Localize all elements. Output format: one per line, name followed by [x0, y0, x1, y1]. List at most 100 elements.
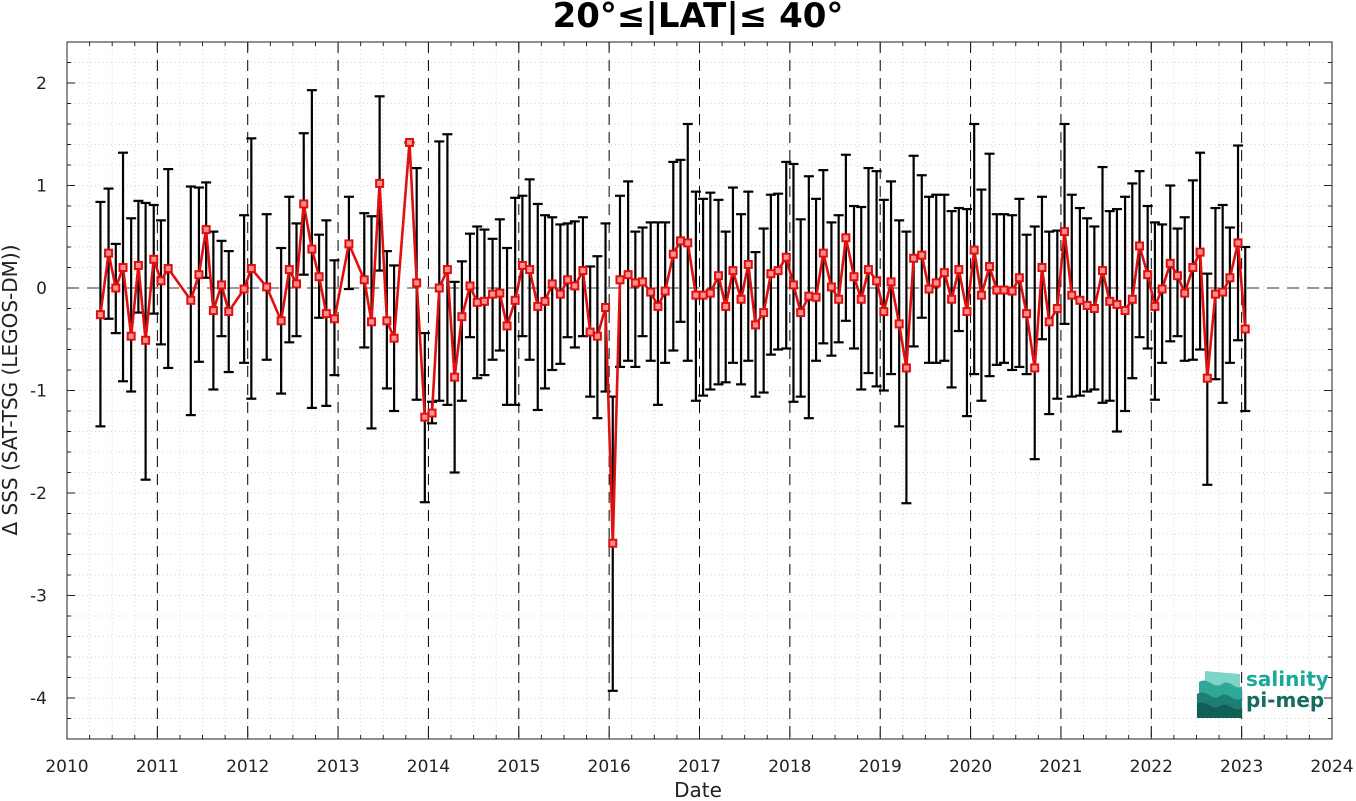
data-point-marker	[939, 268, 949, 278]
data-point-marker	[872, 276, 882, 286]
data-point-marker	[126, 331, 136, 341]
data-point-marker	[713, 271, 723, 281]
data-point-marker	[999, 285, 1009, 295]
data-point-marker	[962, 307, 972, 317]
data-point-marker	[450, 372, 460, 382]
x-tick-label: 2016	[588, 757, 631, 777]
x-tick-label: 2020	[949, 757, 992, 777]
data-point-marker	[276, 316, 286, 326]
data-point-marker	[804, 291, 814, 301]
data-point-marker	[585, 327, 595, 337]
data-point-marker	[1202, 373, 1212, 383]
data-point-marker	[601, 302, 611, 312]
data-point-marker	[1007, 286, 1017, 296]
x-tick-label: 2012	[226, 757, 269, 777]
data-point-marker	[615, 275, 625, 285]
data-point-marker	[653, 301, 663, 311]
data-point-marker	[382, 316, 392, 326]
data-point-marker	[668, 249, 678, 259]
x-tick-label: 2022	[1130, 757, 1173, 777]
logo-line2: pi-mep	[1246, 688, 1324, 712]
data-point-marker	[743, 259, 753, 269]
data-point-marker	[404, 137, 414, 147]
x-tick-label: 2011	[136, 757, 179, 777]
data-point-marker	[698, 290, 708, 300]
y-tick-label: -2	[30, 484, 47, 504]
data-point-marker	[1120, 306, 1130, 316]
data-point-marker	[1022, 309, 1032, 319]
data-point-marker	[578, 266, 588, 276]
data-point-marker	[1143, 270, 1153, 280]
data-point-marker	[969, 245, 979, 255]
x-tick-label: 2024	[1310, 757, 1353, 777]
data-point-marker	[849, 272, 859, 282]
data-point-marker	[1210, 289, 1220, 299]
data-point-marker	[705, 288, 715, 298]
data-point-marker	[517, 260, 527, 270]
data-point-marker	[1195, 247, 1205, 257]
data-point-marker	[563, 275, 573, 285]
y-tick-label: 0	[36, 279, 47, 299]
data-point-marker	[1172, 271, 1182, 281]
data-point-marker	[863, 265, 873, 275]
data-point-marker	[646, 287, 656, 297]
data-point-marker	[788, 280, 798, 290]
data-point-marker	[886, 277, 896, 287]
data-point-marker	[947, 294, 957, 304]
data-point-marker	[630, 278, 640, 288]
y-axis-label: Δ SSS (SAT-TSG (LEGOS-DM))	[0, 244, 22, 535]
data-point-marker	[359, 275, 369, 285]
data-point-marker	[834, 294, 844, 304]
data-point-marker	[488, 289, 498, 299]
data-point-marker	[133, 260, 143, 270]
data-point-marker	[292, 279, 302, 289]
y-tick-labels: 2 1 0 -1 -2 -3 -4	[30, 74, 47, 709]
y-tick-label: 1	[36, 177, 47, 197]
y-tick-label: 2	[36, 74, 47, 94]
x-tick-label: 2017	[678, 757, 721, 777]
data-point-marker	[1188, 263, 1198, 272]
data-point-marker	[592, 331, 602, 341]
data-point-marker	[284, 265, 294, 275]
data-point-marker	[495, 288, 505, 298]
data-point-marker	[420, 412, 430, 422]
data-markers	[95, 137, 1250, 548]
data-point-marker	[1060, 227, 1070, 237]
x-tick-label: 2019	[859, 757, 902, 777]
data-point-marker	[660, 286, 670, 296]
logo-line1: salinity	[1246, 667, 1329, 691]
x-tick-label: 2013	[316, 757, 359, 777]
year-dividers	[156, 42, 1243, 739]
data-point-marker	[299, 199, 309, 209]
data-point-marker	[479, 296, 489, 306]
data-point-marker	[1030, 363, 1040, 373]
data-point-marker	[427, 408, 437, 418]
data-point-marker	[841, 233, 851, 243]
data-point-marker	[985, 261, 995, 271]
data-point-marker	[149, 254, 159, 264]
data-point-marker	[901, 363, 911, 373]
data-point-marker	[796, 308, 806, 318]
x-axis-label: Date	[674, 778, 722, 801]
x-tick-label: 2023	[1220, 757, 1263, 777]
data-point-marker	[118, 263, 128, 272]
data-point-marker	[186, 295, 196, 305]
x-tick-labels: 2010 2011 2012 2013 2014 2015 2016 2017 2018 2019…	[45, 757, 1353, 777]
data-point-marker	[442, 265, 452, 275]
data-point-marker	[1225, 273, 1235, 283]
data-point-marker	[1127, 294, 1137, 304]
data-point-marker	[1014, 273, 1024, 283]
data-point-marker	[314, 272, 324, 282]
data-point-marker	[246, 264, 256, 274]
salinity-pimep-logo: salinity pi-mep	[1197, 667, 1329, 718]
data-point-marker	[954, 265, 964, 275]
data-point-marker	[1112, 299, 1122, 309]
data-point-marker	[540, 296, 550, 306]
data-point-marker	[344, 239, 354, 249]
data-point-marker	[1150, 301, 1160, 311]
data-point-marker	[434, 283, 444, 293]
data-point-marker	[992, 285, 1002, 295]
data-point-marker	[894, 319, 904, 329]
data-point-marker	[608, 538, 618, 548]
